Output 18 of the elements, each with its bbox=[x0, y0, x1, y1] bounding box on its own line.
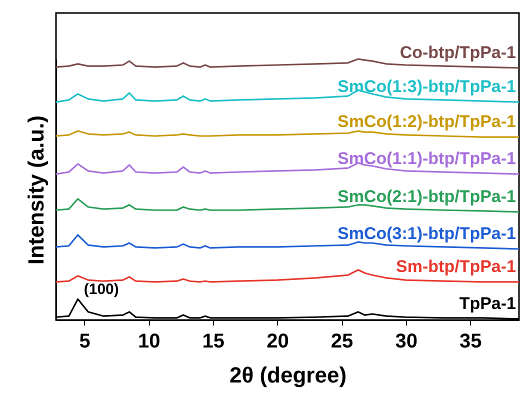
series-label: SmCo(2:1)-btp/TpPa-1 bbox=[338, 186, 516, 206]
series-label: Co-btp/TpPa-1 bbox=[400, 42, 516, 62]
series-label: SmCo(1:3)-btp/TpPa-1 bbox=[338, 77, 516, 96]
series-label: SmCo(3:1)-btp/TpPa-1 bbox=[338, 224, 516, 244]
y-axis-title: Intensity (a.u.) bbox=[24, 115, 48, 265]
x-tick-label: 10 bbox=[138, 330, 160, 352]
series-label: SmCo(1:1)-btp/TpPa-1 bbox=[338, 149, 516, 168]
annotation: (100) bbox=[84, 281, 119, 298]
x-tick-label: 20 bbox=[266, 330, 289, 352]
x-tick-label: 25 bbox=[330, 330, 354, 352]
x-tick-label: 15 bbox=[202, 330, 225, 352]
series-label: SmCo(1:2)-btp/TpPa-1 bbox=[338, 112, 516, 132]
series-label: TpPa-1 bbox=[459, 294, 516, 313]
x-tick-label: 35 bbox=[460, 330, 482, 352]
x-tick-label: 5 bbox=[79, 330, 90, 352]
x-axis-title: 2θ (degree) bbox=[229, 362, 347, 388]
series-label: Sm-btp/TpPa-1 bbox=[396, 256, 516, 276]
x-tick-label: 30 bbox=[395, 330, 418, 352]
